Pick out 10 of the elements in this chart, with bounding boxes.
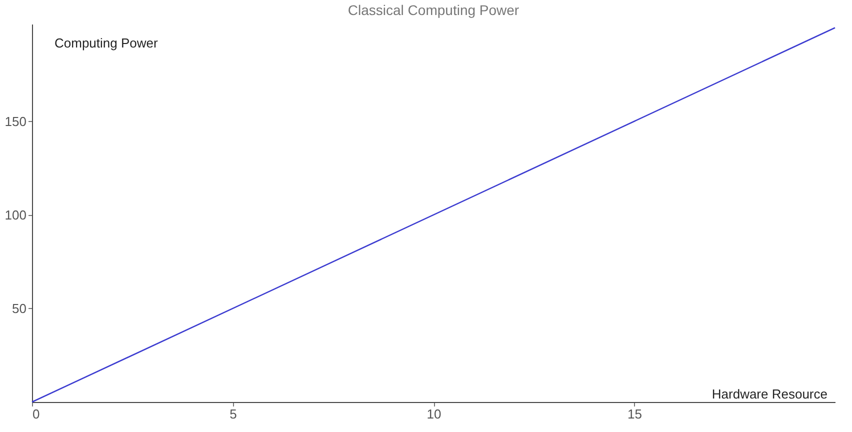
x-tick-label: 10 — [426, 406, 442, 422]
x-tick-label: 15 — [628, 406, 642, 422]
y-axis-title: Computing Power — [54, 36, 158, 50]
y-tick-label: 150 — [4, 114, 26, 129]
y-tick-label: 50 — [12, 300, 26, 316]
x-axis-title: Hardware Resource — [712, 386, 828, 402]
y-tick-label: 100 — [4, 207, 26, 222]
x-tick-label: 5 — [230, 406, 237, 422]
chart-title: Classical Computing Power — [348, 2, 520, 18]
x-tick-label: 0 — [32, 406, 40, 422]
